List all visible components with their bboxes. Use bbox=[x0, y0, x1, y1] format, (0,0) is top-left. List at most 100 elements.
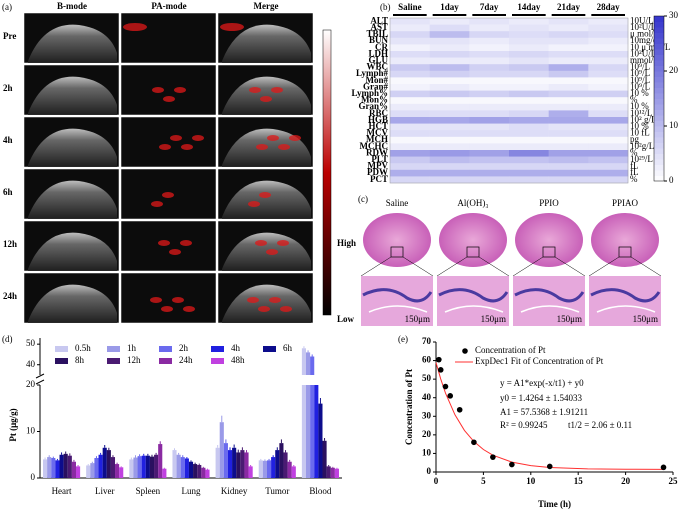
bar bbox=[188, 461, 194, 478]
bar bbox=[90, 463, 95, 478]
bar bbox=[223, 443, 228, 478]
row-label: GLU bbox=[368, 55, 388, 65]
zoom-lines bbox=[588, 256, 662, 277]
pa-signal bbox=[183, 306, 195, 312]
pa-signal bbox=[247, 297, 259, 303]
bar-upper bbox=[305, 352, 311, 375]
heat-cell bbox=[390, 156, 430, 164]
heat-cell bbox=[390, 51, 430, 58]
heat-cell bbox=[509, 156, 549, 164]
data-point bbox=[490, 454, 496, 460]
y-tick-label: 20 bbox=[422, 429, 432, 439]
unit-label: 10²⁹/L bbox=[630, 154, 653, 164]
data-point bbox=[471, 439, 477, 446]
heat-cell bbox=[469, 51, 510, 58]
scale-bar-label: 150μm bbox=[405, 314, 430, 324]
bar bbox=[43, 459, 48, 478]
unit-label: 10²U/L bbox=[630, 22, 656, 32]
data-point bbox=[509, 461, 515, 468]
zoom-box bbox=[542, 246, 556, 258]
y-tick-label: 40 bbox=[26, 359, 36, 369]
heat-cell bbox=[390, 176, 430, 184]
pa-signal bbox=[255, 240, 267, 246]
heat-cell bbox=[548, 90, 589, 98]
data-point bbox=[660, 464, 667, 471]
panel-label: (c) bbox=[358, 194, 368, 204]
bar bbox=[232, 447, 237, 478]
bar bbox=[205, 469, 210, 478]
row-label: Pre bbox=[3, 31, 16, 41]
heat-cell bbox=[588, 51, 629, 58]
legend-swatch bbox=[107, 358, 120, 364]
colorbar-step bbox=[654, 104, 664, 110]
unit-label: % bbox=[630, 95, 638, 105]
row-label: 6h bbox=[3, 187, 13, 197]
colorbar-step bbox=[654, 120, 664, 127]
row-label: Lymph% bbox=[351, 88, 388, 98]
colorbar-step bbox=[654, 43, 664, 50]
ultrasound-tissue bbox=[222, 284, 311, 323]
heat-cell bbox=[469, 90, 510, 98]
ultrasound-tissue bbox=[222, 24, 311, 63]
colorbar-step bbox=[654, 142, 664, 149]
row-label: MCV bbox=[367, 128, 389, 138]
heat-cell bbox=[390, 64, 430, 72]
heat-cell bbox=[588, 64, 629, 72]
heat-cell bbox=[509, 143, 549, 151]
heat-cell bbox=[390, 84, 430, 91]
heat-cell bbox=[390, 44, 430, 52]
legend-label: 6h bbox=[283, 343, 293, 353]
pa-signal bbox=[269, 297, 281, 303]
row-label: PCT bbox=[370, 174, 388, 184]
scale-bar-label: 150μm bbox=[481, 314, 506, 324]
y-tick-label: 0 bbox=[427, 466, 432, 476]
heat-cell bbox=[548, 37, 589, 45]
bar bbox=[215, 447, 220, 478]
heat-cell bbox=[509, 150, 549, 157]
heat-cell bbox=[469, 163, 510, 171]
colorbar-label: High bbox=[337, 238, 356, 248]
group-label: Al(OH)₃ bbox=[457, 198, 488, 208]
group-label: 1day bbox=[440, 2, 459, 12]
heat-cell bbox=[429, 24, 470, 32]
heat-cell bbox=[469, 143, 510, 151]
bar-upper bbox=[310, 356, 315, 375]
bar bbox=[59, 454, 64, 478]
heat-cell bbox=[469, 31, 510, 39]
ultrasound-tissue bbox=[28, 284, 117, 323]
zoom-box bbox=[390, 246, 404, 258]
colorbar-step bbox=[654, 82, 664, 88]
x-tick-label: 25 bbox=[669, 476, 679, 486]
colorbar-step bbox=[654, 27, 664, 33]
heat-cell bbox=[429, 70, 470, 78]
unit-label: pg bbox=[630, 134, 640, 144]
row-label: Mon# bbox=[366, 75, 389, 85]
heat-cell bbox=[548, 77, 589, 85]
colorbar-step bbox=[654, 38, 664, 44]
row-label: CR bbox=[375, 42, 388, 52]
legend-swatch bbox=[263, 346, 276, 352]
tissue-section bbox=[363, 213, 431, 267]
heat-cell bbox=[588, 103, 629, 111]
bar bbox=[76, 466, 81, 478]
unit-label: 10⁹/L bbox=[630, 68, 650, 78]
unit-label: % bbox=[630, 147, 638, 157]
bar bbox=[129, 459, 134, 478]
data-point bbox=[456, 406, 463, 413]
bar bbox=[305, 385, 311, 478]
legend-label: 1h bbox=[127, 343, 137, 353]
heat-cell bbox=[548, 18, 589, 25]
colorbar-step bbox=[654, 49, 664, 55]
row-label: 4h bbox=[3, 135, 13, 145]
x-tick-label: Tumor bbox=[265, 486, 289, 496]
heat-cell bbox=[390, 169, 430, 177]
heat-cell bbox=[548, 51, 589, 58]
legend-label: 12h bbox=[127, 355, 141, 365]
panel-label: (d) bbox=[2, 334, 13, 344]
unit-label: 10² g/L bbox=[630, 114, 656, 124]
heat-cell bbox=[429, 163, 470, 171]
pa-signal bbox=[181, 144, 193, 150]
heat-cell bbox=[429, 103, 470, 111]
legend-label: 24h bbox=[179, 355, 193, 365]
heat-cell bbox=[429, 18, 470, 25]
